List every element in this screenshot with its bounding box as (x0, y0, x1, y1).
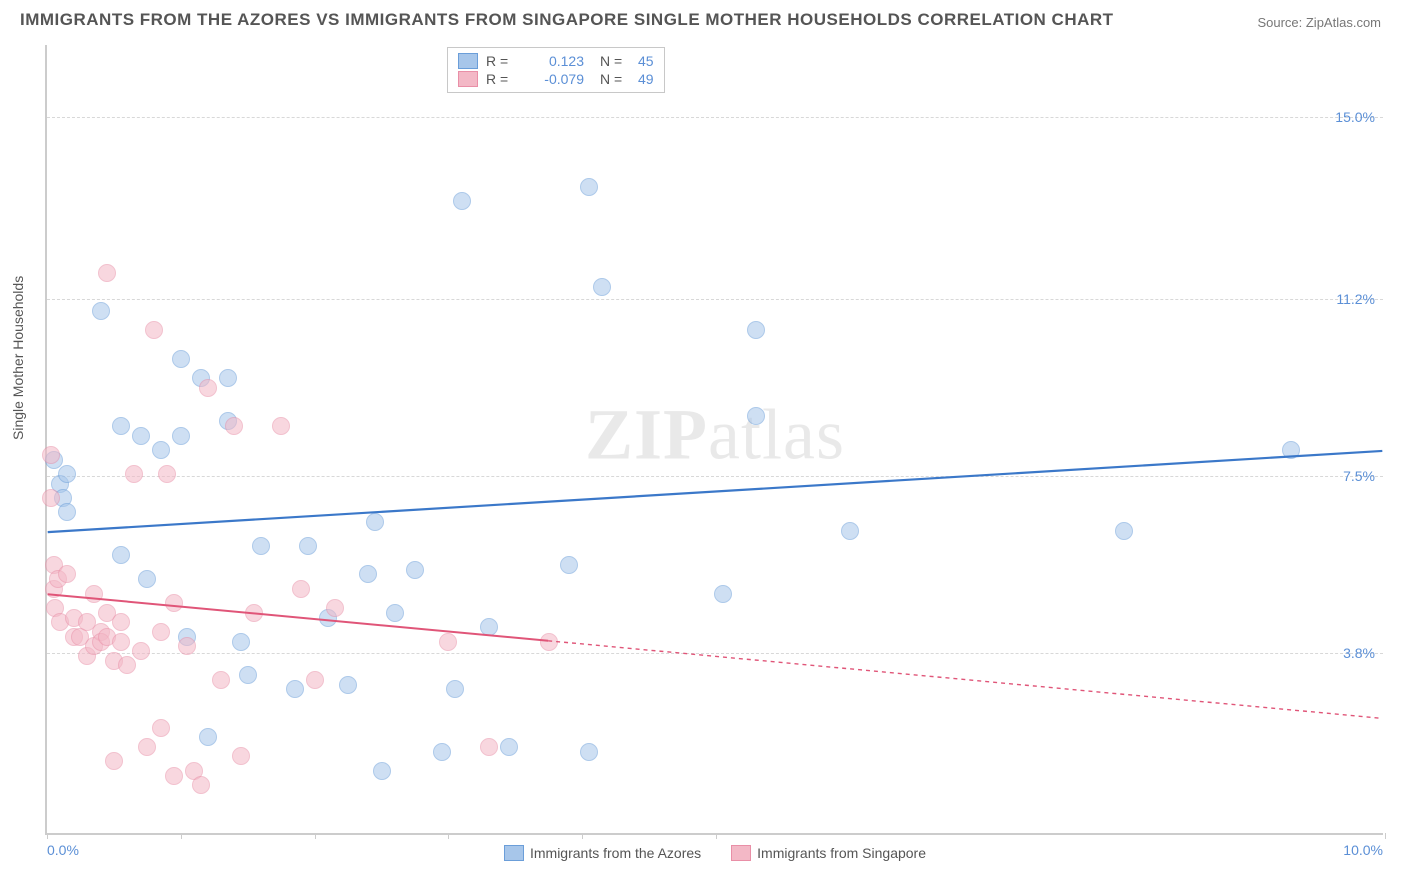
data-point (286, 680, 304, 698)
data-point (152, 623, 170, 641)
legend-label-singapore: Immigrants from Singapore (757, 845, 926, 861)
data-point (500, 738, 518, 756)
data-point (299, 537, 317, 555)
source-attribution: Source: ZipAtlas.com (1257, 15, 1381, 30)
legend-item-azores: Immigrants from the Azores (504, 845, 701, 861)
chart-title: IMMIGRANTS FROM THE AZORES VS IMMIGRANTS… (20, 10, 1114, 30)
chart-plot-area: ZIPatlas R =0.123 N =45 R =-0.079 N =49 … (45, 45, 1383, 835)
data-point (433, 743, 451, 761)
data-point (212, 671, 230, 689)
swatch-singapore (458, 71, 478, 87)
data-point (172, 427, 190, 445)
y-axis-label: Single Mother Households (10, 276, 26, 440)
data-point (178, 637, 196, 655)
data-point (306, 671, 324, 689)
data-point (125, 465, 143, 483)
data-point (439, 633, 457, 651)
y-tick-label: 15.0% (1335, 109, 1375, 125)
data-point (112, 546, 130, 564)
data-point (165, 594, 183, 612)
data-point (560, 556, 578, 574)
data-point (252, 537, 270, 555)
data-point (58, 565, 76, 583)
data-point (232, 633, 250, 651)
data-point (138, 570, 156, 588)
data-point (152, 441, 170, 459)
swatch-azores-icon (504, 845, 524, 861)
data-point (406, 561, 424, 579)
data-point (239, 666, 257, 684)
data-point (593, 278, 611, 296)
data-point (58, 465, 76, 483)
data-point (58, 503, 76, 521)
data-point (112, 613, 130, 631)
data-point (747, 407, 765, 425)
data-point (747, 321, 765, 339)
data-point (138, 738, 156, 756)
y-tick-label: 7.5% (1343, 468, 1375, 484)
data-point (158, 465, 176, 483)
data-point (480, 618, 498, 636)
data-point (1282, 441, 1300, 459)
data-point (145, 321, 163, 339)
legend-item-singapore: Immigrants from Singapore (731, 845, 926, 861)
data-point (580, 178, 598, 196)
data-point (272, 417, 290, 435)
data-point (192, 776, 210, 794)
data-point (118, 656, 136, 674)
y-tick-label: 3.8% (1343, 645, 1375, 661)
data-point (480, 738, 498, 756)
data-point (359, 565, 377, 583)
data-point (225, 417, 243, 435)
legend-row-azores: R =0.123 N =45 (458, 52, 654, 70)
data-point (199, 728, 217, 746)
data-point (453, 192, 471, 210)
data-point (366, 513, 384, 531)
data-point (386, 604, 404, 622)
data-point (85, 585, 103, 603)
data-point (199, 379, 217, 397)
swatch-azores (458, 53, 478, 69)
legend-row-singapore: R =-0.079 N =49 (458, 70, 654, 88)
watermark: ZIPatlas (585, 393, 845, 476)
data-point (1115, 522, 1133, 540)
data-point (92, 302, 110, 320)
correlation-legend: R =0.123 N =45 R =-0.079 N =49 (447, 47, 665, 93)
data-point (841, 522, 859, 540)
data-point (339, 676, 357, 694)
y-tick-label: 11.2% (1336, 291, 1375, 307)
data-point (714, 585, 732, 603)
data-point (132, 642, 150, 660)
data-point (98, 264, 116, 282)
data-point (152, 719, 170, 737)
data-point (42, 446, 60, 464)
series-legend: Immigrants from the Azores Immigrants fr… (47, 845, 1383, 861)
data-point (292, 580, 310, 598)
data-point (165, 767, 183, 785)
data-point (172, 350, 190, 368)
data-point (132, 427, 150, 445)
data-point (326, 599, 344, 617)
data-point (232, 747, 250, 765)
data-point (446, 680, 464, 698)
regression-lines (47, 45, 1383, 833)
data-point (112, 633, 130, 651)
data-point (112, 417, 130, 435)
data-point (219, 369, 237, 387)
data-point (540, 633, 558, 651)
data-point (245, 604, 263, 622)
legend-label-azores: Immigrants from the Azores (530, 845, 701, 861)
data-point (105, 752, 123, 770)
data-point (42, 489, 60, 507)
swatch-singapore-icon (731, 845, 751, 861)
data-point (373, 762, 391, 780)
data-point (580, 743, 598, 761)
